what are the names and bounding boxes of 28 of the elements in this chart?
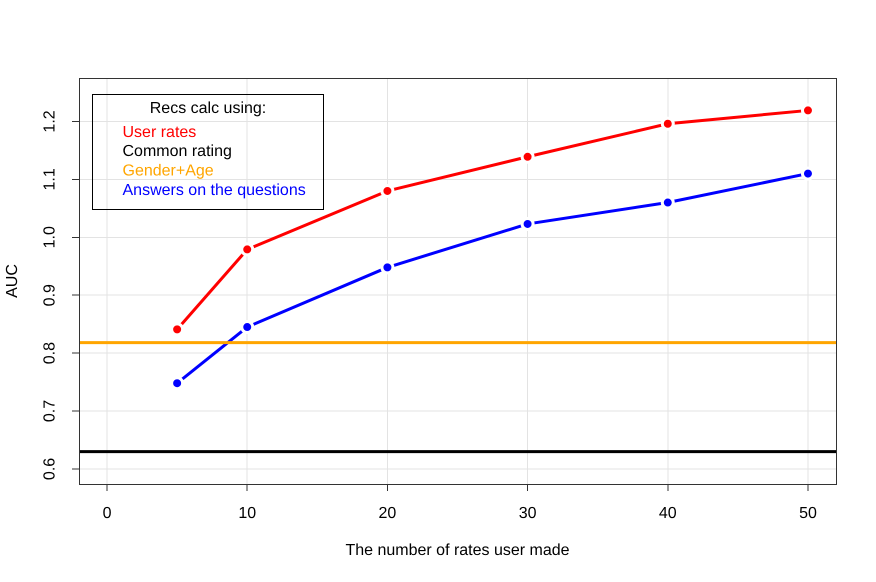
point: [520, 216, 535, 231]
y-tick-label: 0.9: [41, 284, 58, 306]
x-tick-label: 30: [518, 505, 537, 522]
x-tick-label: 20: [378, 505, 396, 522]
x-axis-title: The number of rates user made: [345, 542, 570, 559]
y-tick-label: 0.6: [41, 458, 58, 480]
point: [240, 320, 254, 334]
y-tick-label: 1.0: [41, 226, 58, 248]
ref-line-label: Gender+Age: [122, 162, 214, 180]
y-tick-label: 1.1: [41, 168, 58, 190]
point: [240, 242, 254, 256]
text: User rates: [122, 124, 196, 141]
point: [660, 196, 675, 210]
ref-line-label: Common rating: [122, 143, 232, 160]
point: [520, 150, 535, 164]
legend-title: Recs calc using:: [150, 100, 266, 117]
point: [660, 116, 675, 131]
x-tick-label: 10: [238, 505, 256, 522]
x-tick-label: 0: [102, 505, 112, 522]
y-tick-label: 0.7: [41, 400, 58, 422]
y-tick-label: 0.8: [41, 342, 58, 364]
point: [380, 260, 394, 274]
x-tick-label: 50: [799, 505, 817, 522]
text: Answers on the questions: [122, 182, 306, 199]
point: [380, 184, 394, 198]
y-axis-title: AUC: [4, 264, 22, 298]
y-tick-label: 1.2: [41, 110, 58, 133]
x-tick-label: 40: [658, 505, 677, 522]
